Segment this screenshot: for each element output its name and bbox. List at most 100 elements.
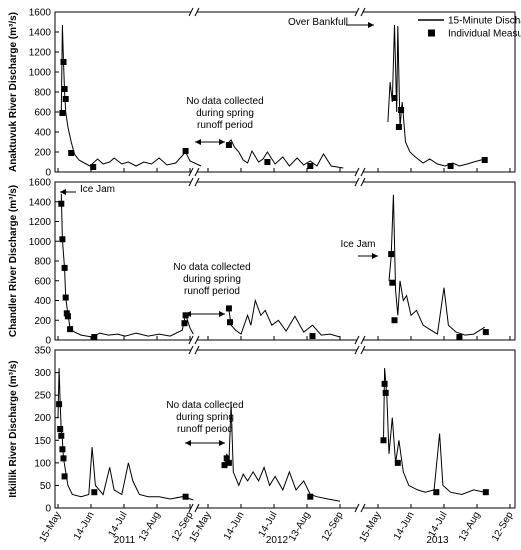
- arrow-head: [219, 440, 225, 446]
- y-tick-label: 1000: [29, 68, 52, 79]
- annotation: Ice Jam: [340, 239, 375, 250]
- measurement-point: [57, 426, 64, 432]
- measurement-point: [221, 462, 228, 469]
- measurement-point: [68, 150, 75, 156]
- discharge-line: [57, 368, 485, 502]
- year-label: 2013: [426, 535, 449, 546]
- axis-break-gap: [357, 348, 363, 352]
- x-tick-label: 14-Jun: [72, 510, 97, 542]
- y-tick-label: 600: [34, 108, 51, 119]
- plot-frame: [54, 181, 516, 341]
- x-tick-label: 13-Aug: [287, 510, 313, 543]
- axis-break-gap: [357, 506, 363, 510]
- axis-break: [354, 177, 366, 187]
- y-tick-label: 200: [34, 413, 51, 424]
- y-tick-label: 400: [34, 296, 51, 307]
- measurement-point: [59, 236, 66, 243]
- measurement-point: [61, 264, 68, 271]
- measurement-point: [482, 329, 489, 336]
- axis-break: [354, 335, 366, 345]
- measurement-point: [382, 389, 389, 396]
- y-tick-label: 150: [34, 436, 51, 447]
- axis-break: [354, 503, 366, 513]
- arrow-head: [185, 311, 191, 317]
- y-tick-label: 200: [34, 316, 51, 327]
- measurement-point: [225, 459, 232, 466]
- measurement-point: [309, 333, 316, 340]
- legend-label: Individual Measurement: [448, 29, 521, 40]
- measurement-point: [388, 251, 395, 258]
- plot-frame: [54, 11, 516, 173]
- annotation: Ice Jam: [80, 184, 115, 195]
- measurement-point: [181, 320, 188, 327]
- measurement-point: [225, 305, 232, 312]
- measurement-point: [447, 163, 454, 169]
- y-tick-label: 1000: [29, 237, 52, 248]
- y-tick-label: 300: [34, 368, 51, 379]
- y-tick-label: 0: [45, 168, 51, 179]
- axis-break-gap: [357, 180, 363, 184]
- measurement-point: [391, 95, 398, 101]
- measurement-point: [223, 455, 230, 462]
- y-tick-label: 1600: [29, 8, 52, 19]
- y-tick-label: 250: [34, 391, 51, 402]
- x-tick-label: 12-Sep: [320, 510, 346, 544]
- y-tick-label: 800: [34, 257, 51, 268]
- measurement-point: [64, 313, 71, 320]
- measurement-point: [67, 326, 74, 333]
- measurement-point: [481, 157, 488, 163]
- y-axis-label: Anaktuvuk River Discharge (m³/s): [8, 12, 19, 172]
- y-tick-label: 100: [34, 458, 51, 469]
- x-tick-label: 15-May: [37, 510, 63, 544]
- arrow-head: [219, 311, 225, 317]
- arrow-head: [219, 139, 225, 145]
- plot-frame: [54, 349, 516, 509]
- annotation: during spring: [176, 412, 234, 423]
- x-tick-label: 13-Aug: [457, 510, 483, 543]
- axis-break-gap: [191, 170, 197, 174]
- measurement-point: [225, 142, 232, 148]
- measurement-point: [394, 459, 401, 466]
- axis-break-gap: [357, 170, 363, 174]
- annotation: runoff period: [197, 120, 253, 131]
- y-tick-label: 1600: [29, 178, 52, 189]
- axis-break-gap: [191, 506, 197, 510]
- legend-marker: [428, 29, 435, 37]
- measurement-point: [91, 489, 98, 496]
- measurement-point: [307, 163, 314, 169]
- annotation: No data collected: [166, 400, 243, 411]
- annotation: runoff period: [177, 424, 233, 435]
- measurement-point: [433, 489, 440, 496]
- y-tick-label: 1400: [29, 28, 52, 39]
- measurement-point: [62, 96, 69, 102]
- measurement-point: [60, 59, 67, 65]
- y-tick-label: 0: [45, 504, 51, 515]
- measurement-point: [182, 312, 189, 319]
- arrow-head: [368, 22, 374, 28]
- discharge-line: [60, 193, 485, 338]
- measurement-point: [182, 148, 189, 154]
- axis-break: [188, 177, 200, 187]
- measurement-point: [61, 86, 68, 92]
- annotation: runoff period: [184, 286, 240, 297]
- measurement-point: [58, 432, 65, 439]
- x-tick-label: 14-Jun: [392, 510, 417, 542]
- arrow-head: [195, 139, 201, 145]
- measurement-point: [62, 294, 69, 301]
- measurement-point: [59, 446, 66, 453]
- measurement-point: [389, 279, 396, 286]
- axis-break: [188, 335, 200, 345]
- arrow-head: [372, 253, 378, 259]
- year-label: 2011: [114, 535, 136, 546]
- arrow-head: [185, 440, 191, 446]
- y-tick-label: 200: [34, 148, 51, 159]
- x-tick-label: 13-Aug: [137, 510, 163, 543]
- axis-break-gap: [357, 338, 363, 342]
- x-tick-label: 14-Jun: [222, 510, 247, 542]
- measurement-point: [59, 110, 66, 116]
- measurement-point: [391, 317, 398, 324]
- axis-break: [188, 7, 200, 17]
- measurement-point: [91, 334, 98, 341]
- discharge-line: [60, 24, 485, 169]
